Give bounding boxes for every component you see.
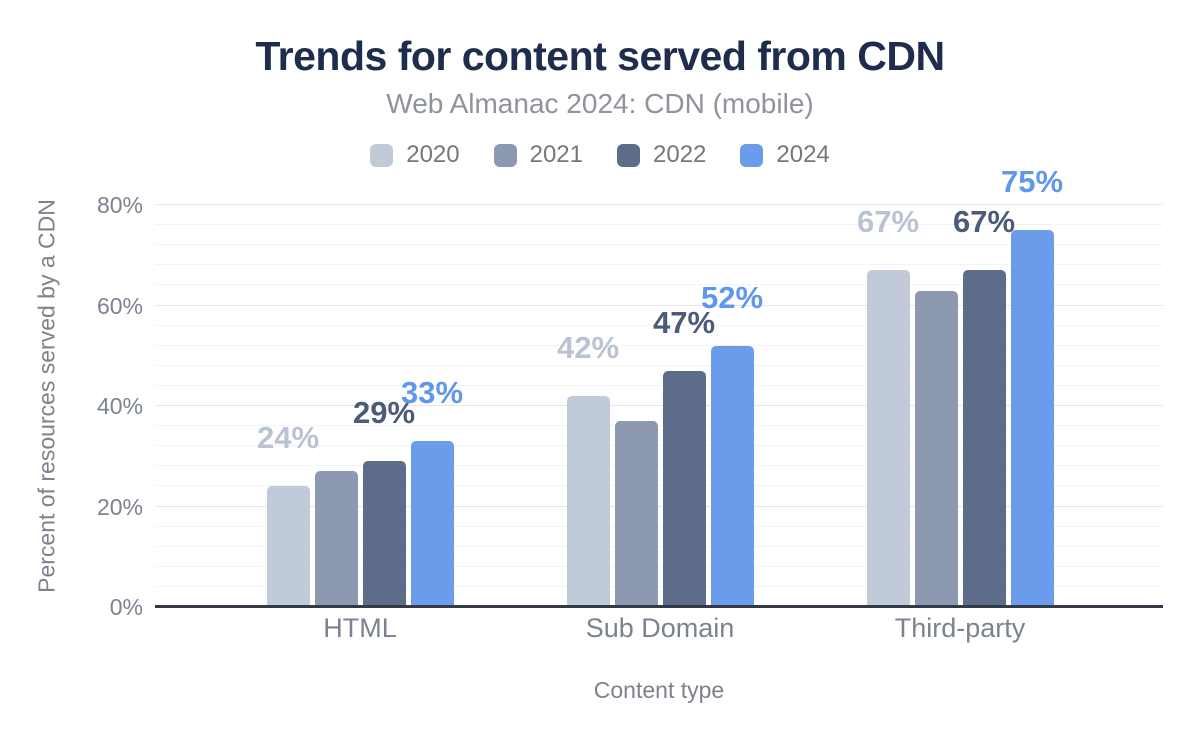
gridline-major-40 xyxy=(155,405,1163,407)
bar-2021-html[interactable] xyxy=(314,471,358,607)
bar-2020-third-party[interactable] xyxy=(866,270,910,607)
legend-label-2022: 2022 xyxy=(653,141,707,168)
gridline-minor-36 xyxy=(155,425,1163,427)
gridline-minor-4 xyxy=(155,585,1163,587)
bar-2022-sub-domain[interactable] xyxy=(662,370,706,607)
legend-item-2020: 2020 xyxy=(370,141,460,169)
bar-label-2024-sub-domain: 52% xyxy=(700,279,764,315)
plot-area: 24% 29% 33% 42% 47% 52% 67% 67% 75% xyxy=(155,166,1163,608)
chart-subtitle: Web Almanac 2024: CDN (mobile) xyxy=(386,88,814,119)
bar-2021-third-party[interactable] xyxy=(914,290,958,607)
bar-label-2024-html: 33% xyxy=(400,375,464,411)
y-tick-80: 80% xyxy=(96,192,143,219)
bar-2020-sub-domain[interactable] xyxy=(566,396,610,607)
y-tick-20: 20% xyxy=(96,493,143,520)
chart-title: Trends for content served from CDN xyxy=(255,33,945,79)
y-tick-0: 0% xyxy=(109,594,143,620)
legend-swatch-2022-icon xyxy=(617,143,640,167)
legend-swatch-2024-icon xyxy=(740,143,764,167)
legend-swatch-2020-icon xyxy=(370,143,394,167)
legend: 2020 2021 2022 2024 xyxy=(0,141,1200,169)
y-tick-40: 40% xyxy=(96,393,143,420)
gridline-minor-24 xyxy=(155,485,1163,487)
gridline-minor-56 xyxy=(155,324,1163,326)
gridline-minor-76 xyxy=(155,224,1163,226)
bar-2022-html[interactable] xyxy=(362,461,406,607)
bar-label-2020-sub-domain: 42% xyxy=(556,330,620,365)
x-tick-sub-domain: Sub Domain xyxy=(585,613,735,643)
x-tick-html: HTML xyxy=(323,613,397,643)
gridline-minor-28 xyxy=(155,465,1163,467)
bar-2024-sub-domain[interactable] xyxy=(710,345,754,607)
bar-2021-sub-domain[interactable] xyxy=(614,421,658,607)
bar-label-2022-sub-domain: 47% xyxy=(652,304,716,340)
x-axis-line xyxy=(155,605,1163,608)
gridline-major-20 xyxy=(155,505,1163,507)
bar-label-2022-html: 29% xyxy=(352,395,416,431)
gridline-minor-32 xyxy=(155,445,1163,447)
legend-item-2021: 2021 xyxy=(493,141,583,169)
x-axis-title: Content type xyxy=(593,677,725,703)
x-tick-third-party: Third-party xyxy=(894,613,1026,643)
legend-item-2024: 2024 xyxy=(740,141,830,169)
bar-2024-third-party[interactable] xyxy=(1010,230,1054,607)
bar-label-2020-third-party: 67% xyxy=(856,204,920,240)
gridline-minor-12 xyxy=(155,545,1163,547)
gridline-major-60 xyxy=(155,304,1163,306)
gridline-minor-72 xyxy=(155,244,1163,246)
gridline-minor-48 xyxy=(155,364,1163,366)
legend-swatch-2021-icon xyxy=(493,143,517,167)
legend-label-2021: 2021 xyxy=(529,141,583,168)
legend-label-2020: 2020 xyxy=(406,141,460,168)
bar-2020-html[interactable] xyxy=(266,486,310,607)
bar-2022-third-party[interactable] xyxy=(962,270,1006,607)
bar-label-2024-third-party: 75% xyxy=(1000,164,1064,200)
legend-item-2022: 2022 xyxy=(617,141,706,169)
gridline-minor-16 xyxy=(155,525,1163,527)
gridline-minor-52 xyxy=(155,344,1163,346)
gridline-minor-8 xyxy=(155,565,1163,567)
gridline-minor-44 xyxy=(155,384,1163,386)
gridline-major-80 xyxy=(155,204,1163,206)
y-tick-60: 60% xyxy=(96,292,143,319)
gridline-minor-68 xyxy=(155,264,1163,266)
bar-label-2022-third-party: 67% xyxy=(952,204,1016,240)
bar-label-2020-html: 24% xyxy=(256,420,320,456)
gridline-minor-64 xyxy=(155,284,1163,286)
legend-label-2024: 2024 xyxy=(776,141,830,168)
bar-2024-html[interactable] xyxy=(410,441,454,607)
